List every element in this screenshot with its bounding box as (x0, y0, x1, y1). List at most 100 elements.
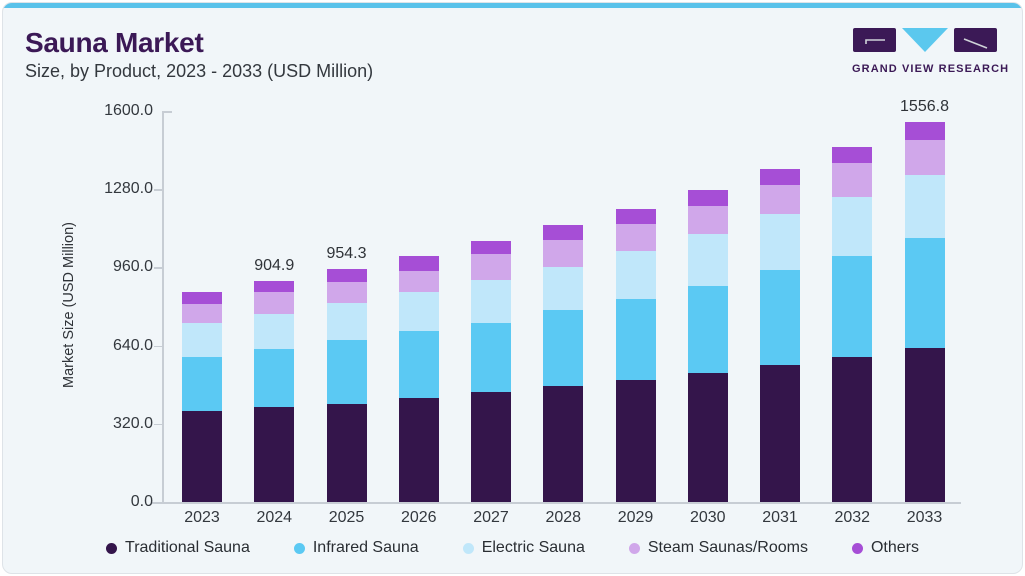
page-subtitle: Size, by Product, 2023 - 2033 (USD Milli… (25, 61, 374, 81)
bar-segment (398, 292, 439, 331)
bar-segment (326, 340, 367, 404)
bar-segment (398, 256, 439, 271)
bar-segment (326, 281, 367, 303)
y-tick-label: 960.0 (112, 258, 153, 276)
y-axis-line (162, 111, 164, 502)
logo-r-stroke (963, 38, 988, 49)
logo-r-block (954, 28, 997, 52)
y-tick (164, 111, 172, 113)
page-title: Sauna Market (25, 27, 204, 58)
bar-segment (254, 292, 295, 315)
bar-segment (904, 347, 945, 502)
bar-segment (326, 403, 367, 502)
top-accent-bar (3, 3, 1022, 8)
bar-segment (398, 397, 439, 502)
stacked-bar-chart: Market Size (USD Million) 0.0 320.0 640.0 9… (3, 3, 1022, 573)
x-tick-label: 2027 (473, 509, 509, 526)
bar-segment (615, 380, 656, 502)
bar-segment (398, 330, 439, 398)
x-tick-label: 2025 (328, 509, 365, 526)
bar-segment (182, 411, 222, 502)
bar-segment (543, 239, 584, 267)
bar-segment (543, 386, 584, 502)
bar-segment (832, 146, 873, 164)
bar-segment (687, 286, 728, 373)
logo-v-triangle (902, 28, 948, 52)
y-tick-label: 1280.0 (104, 180, 153, 198)
bar-segment (832, 255, 873, 357)
bar-segment (687, 234, 728, 287)
brand-logo-glyphs (853, 28, 997, 52)
legend-item: Electric Sauna (462, 539, 585, 557)
logo-g-stroke (865, 39, 885, 44)
y-tick (154, 189, 162, 191)
bar-segment (615, 298, 656, 381)
bar-segment (832, 163, 873, 197)
bar-segment (904, 238, 945, 348)
legend-swatch (462, 542, 474, 554)
bar-segment (471, 392, 511, 502)
brand-name: GRAND VIEW RESEARCH (852, 63, 1010, 75)
x-tick-label: 2026 (400, 509, 437, 526)
x-tick-label: 2023 (184, 509, 220, 526)
bar-segment (543, 310, 584, 387)
bar-segment (543, 266, 584, 311)
bar-segment (471, 322, 511, 393)
bar-segment (182, 357, 222, 412)
bar-segment (182, 323, 222, 358)
bar-segment (182, 303, 222, 324)
legend-label: Traditional Sauna (125, 539, 250, 556)
bar-segment (615, 208, 656, 224)
bar-total-label: 1556.8 (900, 97, 949, 115)
bar-segment (687, 190, 728, 206)
y-tick-label: 320.0 (112, 414, 153, 432)
bar-segment (904, 139, 945, 176)
legend-item: Others (851, 539, 919, 557)
brand-logo: GRAND VIEW RESEARCH (852, 27, 1010, 75)
bar-segment (398, 270, 439, 293)
bar-segment (760, 169, 800, 186)
legend-item: Steam Saunas/Rooms (628, 539, 808, 557)
legend-swatch (851, 542, 863, 554)
bar-segment (182, 291, 222, 304)
bar-segment (326, 302, 367, 341)
legend-item: Traditional Sauna (106, 539, 250, 557)
bar-segment (687, 205, 728, 235)
bar-segment (615, 223, 656, 251)
bar-segment (254, 407, 295, 502)
legend-swatch (628, 542, 640, 554)
bar-segment (760, 185, 800, 214)
bar-segment (904, 175, 945, 239)
x-tick-label: 2033 (906, 509, 943, 526)
y-tick-label: 640.0 (112, 336, 153, 354)
bar-segment (760, 365, 800, 502)
bar-segment (543, 224, 584, 240)
bar-segment (471, 241, 511, 254)
bar-segment (760, 270, 800, 366)
legend-label: Infrared Sauna (312, 539, 419, 556)
x-tick-label: 2028 (545, 509, 582, 526)
x-tick-label: 2024 (256, 509, 293, 526)
legend-label: Others (870, 539, 919, 556)
y-axis-title: Market Size (USD Million) (61, 222, 77, 388)
bar-total-label: 904.9 (254, 256, 295, 274)
legend-swatch (293, 542, 305, 554)
bar-segment (832, 356, 873, 502)
bar-segment (254, 280, 295, 293)
bar-segment (832, 196, 873, 256)
legend: Traditional Sauna Infrared Sauna Electric … (3, 539, 1022, 557)
legend-swatch (106, 542, 118, 554)
bar-segment (687, 372, 728, 502)
x-tick-label: 2029 (617, 509, 654, 526)
bar-segment (760, 213, 800, 271)
x-tick-label: 2030 (689, 509, 726, 526)
bar-segment (904, 121, 945, 140)
x-tick-label: 2031 (762, 509, 798, 526)
legend-item: Infrared Sauna (293, 539, 419, 557)
bar-total-label: 954.3 (326, 244, 367, 262)
bar-segment (326, 268, 367, 282)
x-tick-label: 2032 (834, 509, 871, 526)
legend-label: Electric Sauna (481, 539, 585, 556)
y-tick (154, 423, 162, 426)
